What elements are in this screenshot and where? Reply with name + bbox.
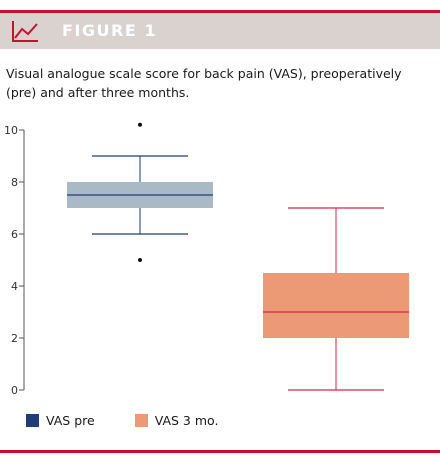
bottom-accent-line (0, 450, 440, 453)
figure-banner: FIGURE 1 (0, 13, 440, 49)
legend-item-pre: VAS pre (26, 413, 95, 428)
legend-swatch-3mo (134, 414, 148, 427)
box-plot-series (67, 122, 409, 391)
y-tick-label-4: 4 (11, 280, 18, 293)
figure-caption: Visual analogue scale score for back pai… (6, 66, 402, 100)
legend-swatch-pre (26, 414, 39, 427)
y-tick-label-8: 8 (11, 176, 18, 189)
line-chart-icon (12, 21, 38, 42)
box-plot: 0 2 4 6 8 10 (4, 122, 409, 397)
outlier-0-1 (138, 122, 142, 127)
y-tick-label-2: 2 (11, 332, 18, 345)
box-1 (263, 207, 409, 391)
figure-label: FIGURE 1 (62, 21, 157, 40)
top-accent-line (0, 10, 440, 13)
y-tick-label-6: 6 (11, 228, 18, 241)
legend-label-3mo: VAS 3 mo. (154, 413, 219, 428)
legend-item-3mo: VAS 3 mo. (134, 413, 219, 428)
legend: VAS pre VAS 3 mo. (26, 413, 258, 428)
y-axis-ticks: 0 2 4 6 8 10 (4, 124, 24, 397)
iqr-box-1 (263, 273, 409, 338)
y-tick-label-0: 0 (11, 384, 18, 397)
legend-label-pre: VAS pre (46, 413, 95, 428)
box-0 (67, 122, 213, 262)
outlier-0-0 (138, 258, 142, 262)
y-tick-label-10: 10 (4, 124, 18, 137)
